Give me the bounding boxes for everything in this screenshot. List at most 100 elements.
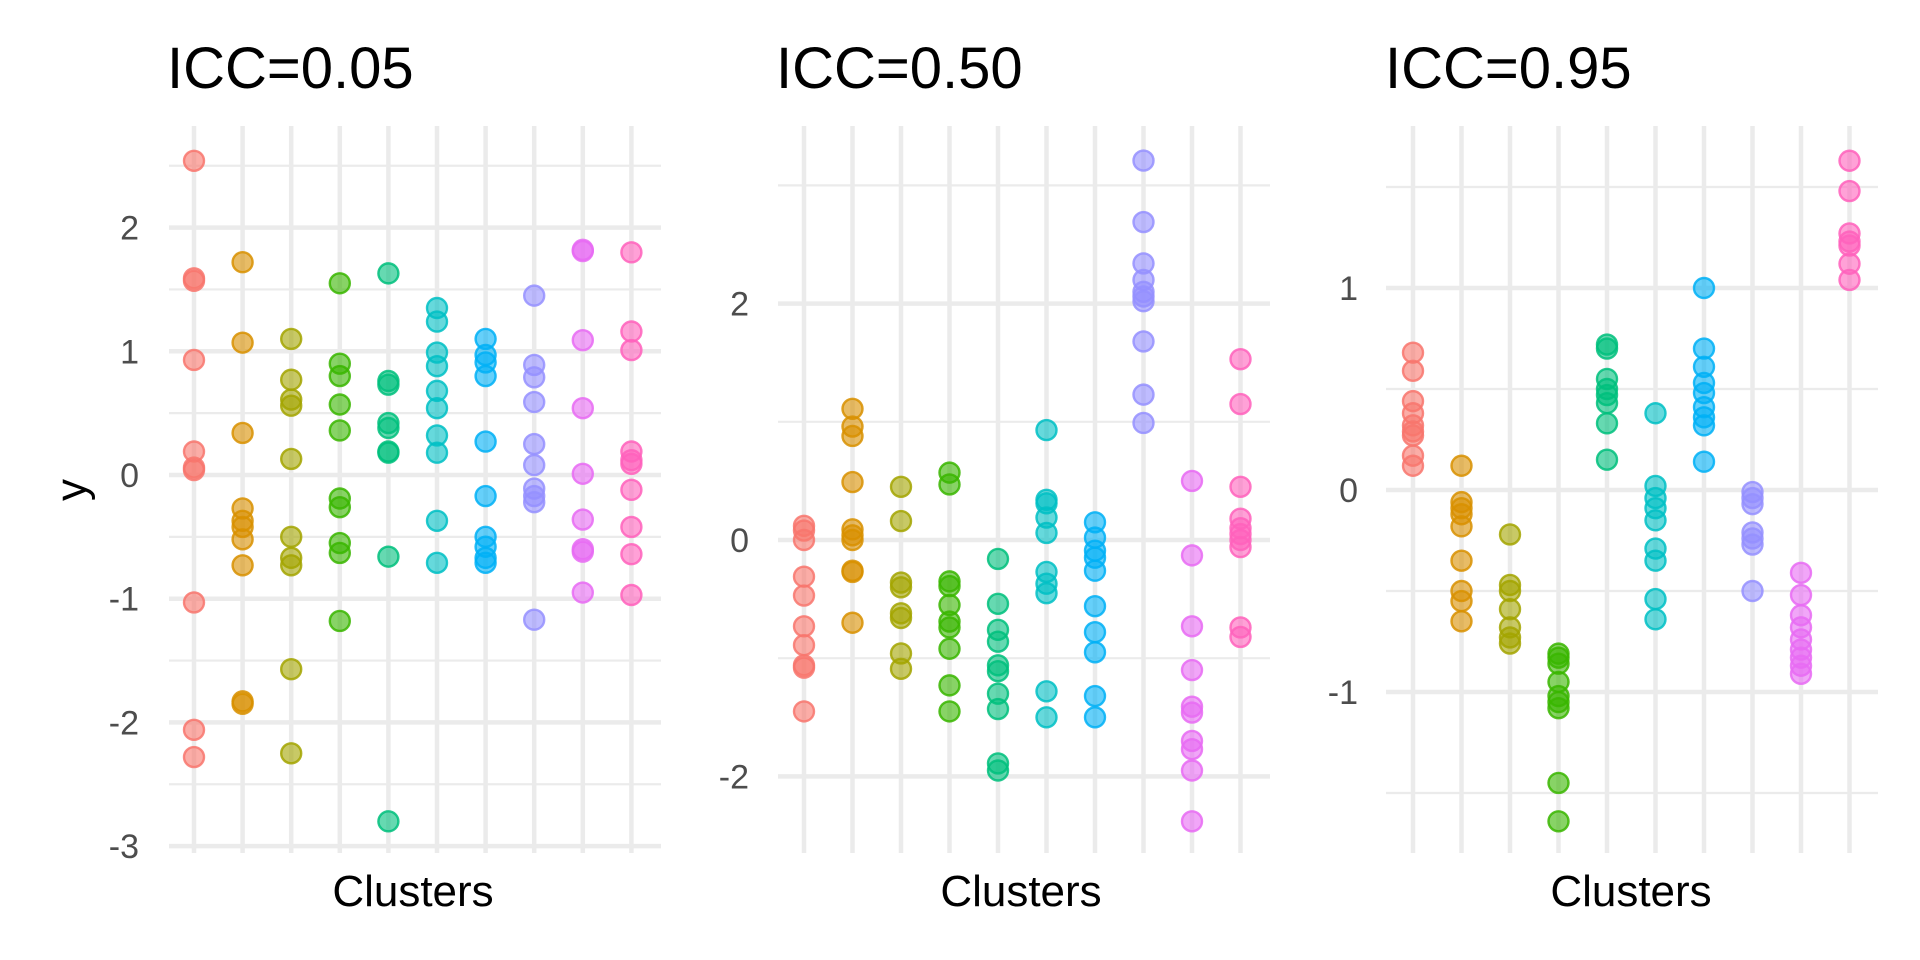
data-point-cluster-6 — [1644, 549, 1667, 572]
data-point-cluster-10 — [1838, 179, 1861, 203]
data-point-cluster-9 — [1180, 701, 1204, 724]
data-point-cluster-8 — [1132, 330, 1155, 353]
data-point-cluster-7 — [1692, 450, 1716, 473]
data-point-cluster-10 — [1838, 268, 1861, 292]
data-point-cluster-5 — [1595, 448, 1619, 471]
data-point-cluster-2 — [841, 611, 864, 634]
data-point-cluster-1 — [182, 269, 206, 292]
data-point-cluster-10 — [620, 542, 643, 566]
y-tick-label: -1 — [109, 581, 139, 619]
data-point-cluster-4 — [938, 700, 961, 723]
data-point-cluster-1 — [182, 745, 206, 769]
data-point-cluster-2 — [231, 421, 254, 445]
x-axis-label: Clusters — [1550, 867, 1711, 916]
data-point-cluster-10 — [620, 320, 643, 343]
data-point-cluster-4 — [328, 393, 351, 416]
data-point-cluster-10 — [620, 241, 643, 264]
data-point-cluster-4 — [1547, 771, 1570, 795]
data-point-cluster-5 — [986, 592, 1010, 616]
data-point-cluster-3 — [280, 525, 303, 549]
data-point-cluster-5 — [377, 416, 400, 440]
data-point-cluster-7 — [1083, 684, 1107, 708]
y-tick-label: 0 — [730, 522, 749, 560]
data-point-cluster-8 — [523, 432, 546, 456]
data-points — [182, 149, 643, 833]
data-point-cluster-3 — [280, 742, 303, 765]
data-point-cluster-4 — [1547, 810, 1570, 833]
y-tick-label: -2 — [719, 758, 749, 796]
data-point-cluster-6 — [425, 509, 449, 532]
data-point-cluster-7 — [1083, 620, 1107, 644]
data-point-cluster-3 — [1498, 632, 1522, 655]
data-point-cluster-2 — [231, 692, 254, 716]
data-point-cluster-2 — [1450, 515, 1473, 538]
data-point-cluster-10 — [620, 338, 643, 362]
data-point-cluster-6 — [1035, 706, 1058, 729]
data-point-cluster-8 — [1132, 290, 1155, 313]
data-point-cluster-9 — [571, 540, 594, 563]
data-point-cluster-9 — [571, 239, 594, 263]
data-point-cluster-2 — [1450, 610, 1473, 633]
y-tick-label: 0 — [120, 457, 139, 495]
data-point-cluster-7 — [1083, 641, 1107, 664]
data-point-cluster-1 — [792, 700, 816, 723]
data-point-cluster-5 — [986, 660, 1010, 683]
data-point-cluster-1 — [182, 458, 206, 482]
y-tick-label: 1 — [1339, 270, 1358, 308]
data-point-cluster-8 — [1741, 579, 1764, 603]
data-point-cluster-7 — [1083, 594, 1107, 618]
data-point-cluster-7 — [474, 430, 497, 453]
panel-icc-095: -1 0 1 ICC=0.95 Clusters — [1328, 36, 1878, 916]
panel-icc-050: -2 0 2 ICC=0.50 Clusters — [719, 36, 1270, 916]
data-point-cluster-1 — [1401, 359, 1425, 383]
data-point-cluster-6 — [425, 354, 449, 378]
data-point-cluster-8 — [523, 366, 546, 389]
data-point-cluster-10 — [1229, 392, 1252, 416]
data-point-cluster-2 — [1450, 454, 1473, 477]
data-point-cluster-1 — [1401, 454, 1425, 477]
data-point-cluster-9 — [571, 462, 594, 485]
data-point-cluster-5 — [986, 630, 1010, 653]
data-point-cluster-10 — [1229, 625, 1252, 649]
data-point-cluster-5 — [377, 810, 400, 833]
data-point-cluster-3 — [889, 509, 913, 533]
data-point-cluster-6 — [425, 310, 449, 333]
data-point-cluster-4 — [938, 637, 961, 660]
y-tick-label: 0 — [1339, 472, 1358, 510]
data-point-cluster-9 — [1789, 662, 1813, 686]
data-point-cluster-4 — [328, 272, 351, 295]
data-point-cluster-5 — [1595, 412, 1619, 435]
data-point-cluster-9 — [571, 397, 594, 420]
y-tick-label: 2 — [120, 210, 139, 248]
data-point-cluster-3 — [889, 576, 913, 599]
data-point-cluster-9 — [1180, 759, 1204, 782]
data-point-cluster-4 — [938, 674, 961, 697]
data-point-cluster-7 — [474, 551, 497, 575]
data-point-cluster-10 — [1838, 149, 1861, 172]
data-point-cluster-2 — [231, 528, 254, 551]
data-point-cluster-9 — [571, 581, 594, 604]
data-point-cluster-10 — [1229, 535, 1252, 559]
data-point-cluster-1 — [792, 633, 816, 657]
y-tick-labels: -1 0 1 — [1328, 270, 1358, 712]
data-point-cluster-9 — [571, 508, 594, 531]
data-point-cluster-8 — [523, 453, 546, 477]
data-point-cluster-3 — [280, 394, 303, 417]
data-point-cluster-2 — [1450, 589, 1473, 613]
data-point-cluster-6 — [1035, 680, 1058, 703]
data-point-cluster-2 — [841, 560, 864, 584]
data-point-cluster-8 — [1132, 210, 1155, 234]
data-point-cluster-9 — [1180, 469, 1204, 493]
data-point-cluster-3 — [280, 368, 303, 391]
data-point-cluster-7 — [1083, 706, 1107, 729]
data-point-cluster-6 — [1035, 581, 1058, 605]
data-point-cluster-2 — [841, 528, 864, 552]
y-tick-labels: -3 -2 -1 0 1 2 — [109, 210, 139, 866]
data-point-cluster-1 — [182, 718, 206, 742]
data-point-cluster-5 — [1595, 391, 1619, 415]
y-tick-label: 1 — [120, 333, 139, 371]
data-point-cluster-1 — [792, 615, 816, 638]
data-point-cluster-2 — [1450, 549, 1473, 572]
data-point-cluster-2 — [841, 424, 864, 448]
data-point-cluster-5 — [377, 545, 400, 568]
